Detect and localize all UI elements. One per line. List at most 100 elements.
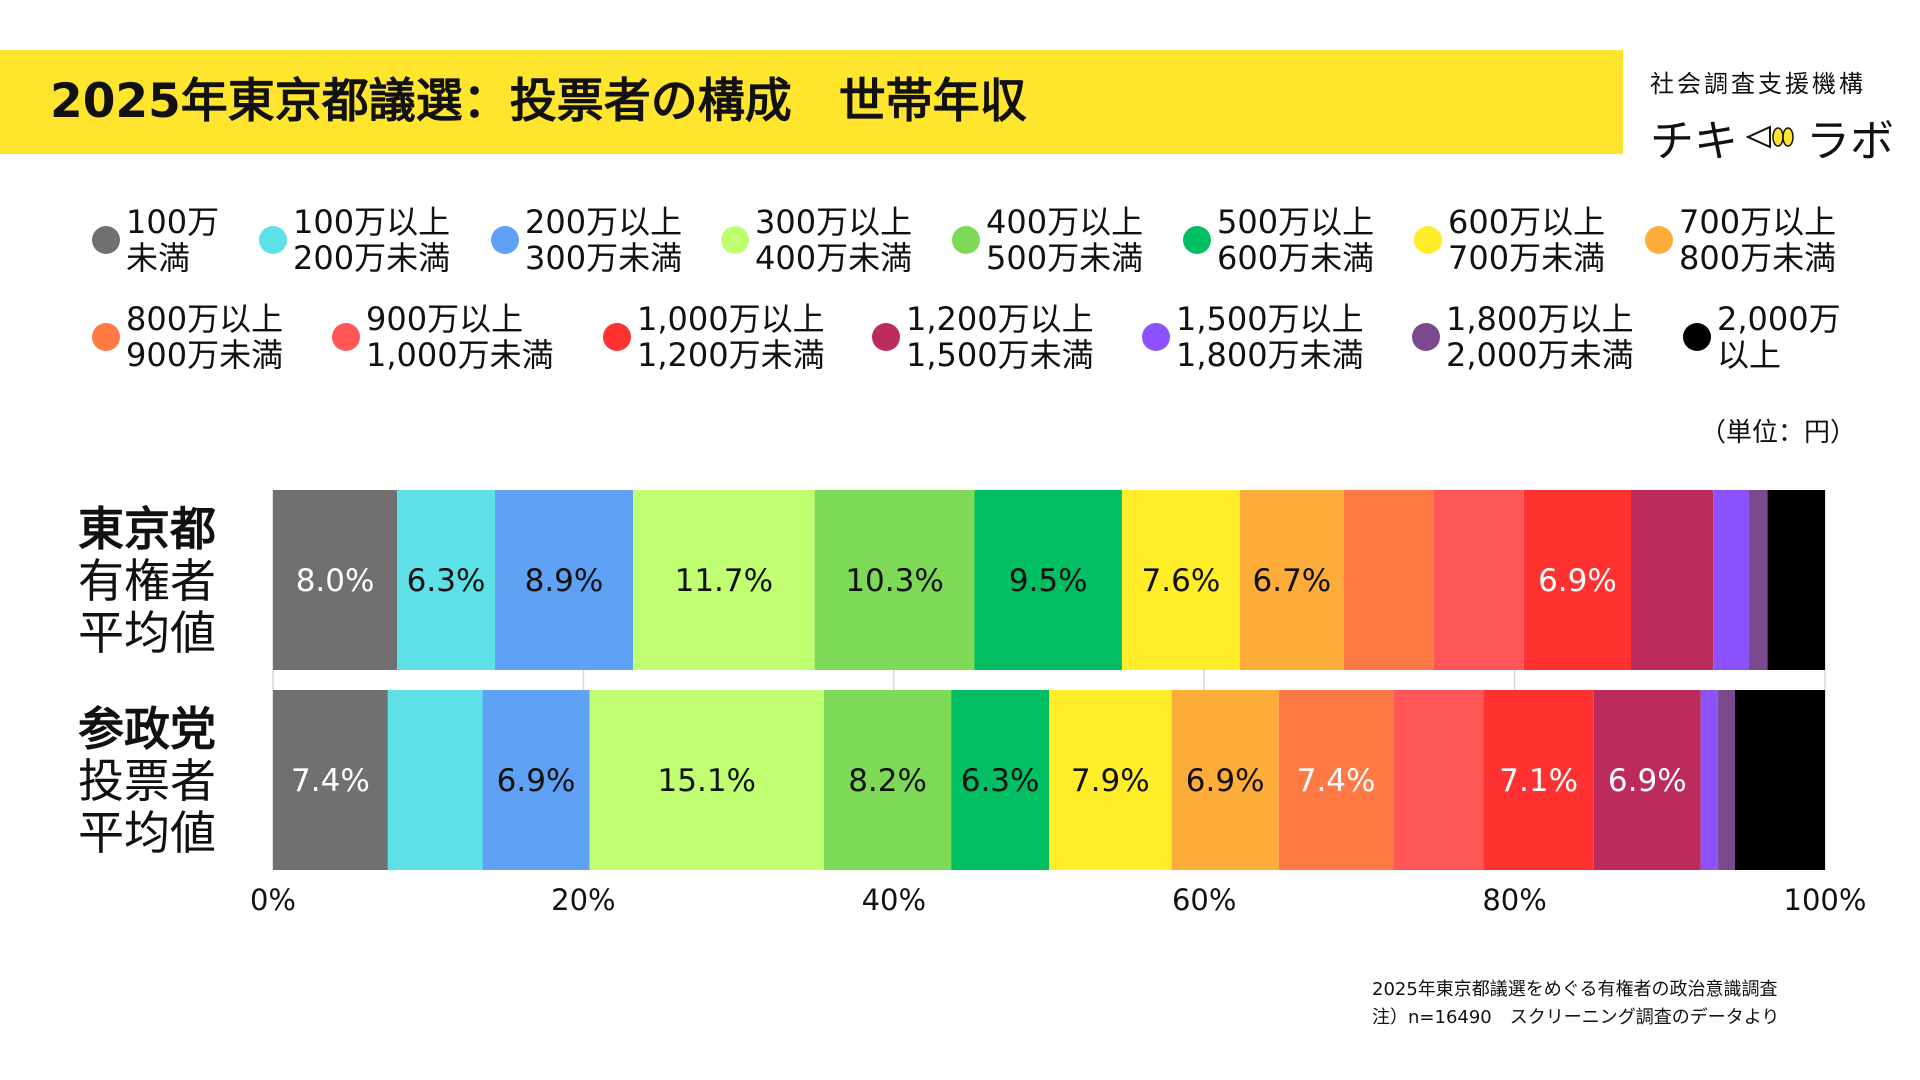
row-label-line: 東京都 (78, 502, 216, 556)
legend-item: 2,000万 以上 (1683, 301, 1841, 373)
x-tick-label: 0% (250, 883, 296, 917)
legend-item: 400万以上 500万未満 (952, 204, 1143, 276)
row-label-line: 平均値 (78, 806, 216, 860)
legend-label: 600万以上 700万未満 (1448, 203, 1606, 277)
data-label: 6.9% (1538, 563, 1617, 599)
bar-segment (1734, 690, 1825, 870)
logo-wordmark: チキ ラボ (1650, 105, 1900, 169)
bar-segment (397, 490, 495, 670)
bar-segment (1121, 490, 1240, 670)
row-label-line: 平均値 (78, 606, 216, 660)
legend-item: 100万以上 200万未満 (259, 204, 450, 276)
data-label: 6.9% (497, 763, 576, 799)
legend-item: 900万以上 1,000万未満 (332, 301, 554, 373)
bar-segment (1523, 490, 1631, 670)
data-label: 6.3% (407, 563, 486, 599)
bar-segment (1767, 490, 1825, 670)
data-label: 6.7% (1253, 563, 1332, 599)
unit-note: （単位：円） (1700, 418, 1857, 448)
data-label: 7.4% (1297, 763, 1376, 799)
bar-segment (1483, 690, 1594, 870)
data-label: 11.7% (675, 563, 773, 599)
legend-swatch (872, 323, 900, 351)
legend-label: 100万以上 200万未満 (293, 203, 451, 277)
x-tick-label: 40% (862, 883, 926, 917)
legend-label: 400万以上 500万未満 (986, 203, 1144, 277)
legend-item: 500万以上 600万未満 (1183, 204, 1374, 276)
bar-segment (1171, 690, 1279, 870)
logo-left-text: チキ (1650, 116, 1738, 167)
row-label-line: 参政党 (78, 702, 216, 756)
bar-segment (482, 690, 590, 870)
bar-segment (273, 490, 398, 670)
legend-item: 200万以上 300万未満 (491, 204, 682, 276)
x-tick-label: 100% (1784, 883, 1867, 917)
bar-segment (387, 690, 483, 870)
bar-segment (1593, 690, 1701, 870)
logo-right-text: ラボ (1806, 116, 1894, 167)
bar-segment (1278, 690, 1394, 870)
logo: 社会調査支援機構 チキ ラボ (1650, 64, 1900, 169)
legend-label: 1,500万以上 1,800万未満 (1176, 300, 1364, 374)
legend-swatch (332, 323, 360, 351)
source-line-2: 注）n=16490 スクリーニング調査のデータより (1372, 1007, 1780, 1028)
bar-segment (1700, 690, 1718, 870)
legend-swatch (721, 226, 749, 254)
data-label: 9.5% (1009, 563, 1088, 599)
legend-swatch (92, 323, 120, 351)
legend-label: 900万以上 1,000万未満 (366, 300, 554, 374)
legend-item: 700万以上 800万未満 (1645, 204, 1836, 276)
bar-segment (823, 690, 952, 870)
data-label: 8.2% (848, 763, 927, 799)
row-label-line: 投票者 (78, 754, 216, 808)
data-label: 8.9% (525, 563, 604, 599)
legend-label: 1,200万以上 1,500万未満 (906, 300, 1094, 374)
bar-segment (1713, 490, 1749, 670)
legend-item: 600万以上 700万未満 (1414, 204, 1605, 276)
bar-segment (633, 490, 815, 670)
bar-segment (974, 490, 1122, 670)
bar-segment (814, 490, 975, 670)
legend-swatch (1183, 226, 1211, 254)
legend-label: 200万以上 300万未満 (525, 203, 683, 277)
stacked-bar-chart: 8.0% 6.3% 8.9% 11.7% 10.3% 9.5% 7.6% 6.7% 6.9% 7.… (250, 490, 1867, 917)
legend-swatch (1645, 226, 1673, 254)
data-label: 8.0% (296, 563, 375, 599)
x-tick-label: 20% (551, 883, 615, 917)
title-bar: 2025年東京都議選：投票者の構成 世帯年収 (0, 50, 1623, 154)
x-tick-label: 80% (1482, 883, 1546, 917)
data-label: 7.9% (1071, 763, 1150, 799)
bar-segment (1343, 490, 1434, 670)
legend-swatch (92, 226, 120, 254)
bar-segment (494, 490, 634, 670)
legend-label: 1,000万以上 1,200万未満 (637, 300, 825, 374)
bar-segment (1049, 690, 1172, 870)
legend-item: 1,500万以上 1,800万未満 (1142, 301, 1364, 373)
bar-segment (589, 690, 824, 870)
logo-org-name: 社会調査支援機構 (1650, 70, 1866, 98)
legend-swatch (259, 226, 287, 254)
data-label: 6.9% (1186, 763, 1265, 799)
legend-item: 1,800万以上 2,000万未満 (1412, 301, 1634, 373)
legend-label: 700万以上 800万未満 (1679, 203, 1837, 277)
row-label-line: 有権者 (78, 554, 216, 608)
legend-item: 1,000万以上 1,200万未満 (603, 301, 825, 373)
data-label: 6.3% (961, 763, 1040, 799)
bar-segment (1748, 490, 1768, 670)
bar-segment (1433, 490, 1524, 670)
legend-item: 100万 未満 (92, 204, 219, 276)
data-label: 15.1% (658, 763, 756, 799)
data-label: 7.1% (1499, 763, 1578, 799)
bar-segment (1631, 490, 1714, 670)
legend-label: 500万以上 600万未満 (1217, 203, 1375, 277)
legend-swatch (491, 226, 519, 254)
legend-swatch (1683, 323, 1711, 351)
row-label-sanseito: 参政党 投票者 平均値 (78, 703, 268, 859)
data-label: 10.3% (845, 563, 943, 599)
bar-segment (273, 690, 388, 870)
bar-segment (1717, 690, 1735, 870)
page-title: 2025年東京都議選：投票者の構成 世帯年収 (50, 74, 1027, 129)
x-tick-label: 60% (1172, 883, 1236, 917)
legend-swatch (1414, 226, 1442, 254)
data-label: 7.6% (1142, 563, 1221, 599)
